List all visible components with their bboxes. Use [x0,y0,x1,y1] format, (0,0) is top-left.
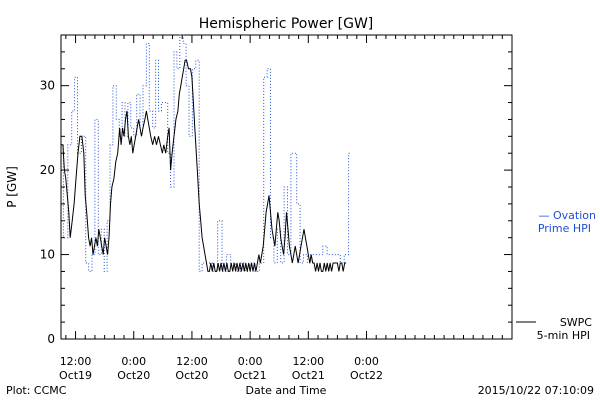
x-tick-label-time: 12:00 [176,355,208,368]
y-tick-label: 20 [40,163,55,177]
x-tick-label-date: Oct20 [175,369,208,382]
series-line-swpc-hpi [61,59,347,272]
x-tick-label-time: 0:00 [121,355,146,368]
plot-frame [60,34,513,340]
y-tick-label: 30 [40,79,55,93]
x-tick-label-time: 0:00 [238,355,263,368]
y-tick-label: 10 [40,248,55,262]
legend-ovation-line2: Prime HPI [538,222,591,235]
y-tick-label: 0 [47,332,55,346]
x-tick-label-date: Oct19 [59,369,92,382]
x-tick-label-time: 12:00 [292,355,324,368]
x-axis-ticks: 12:00Oct190:00Oct2012:00Oct200:00Oct2112… [59,35,513,382]
plot-timestamp: 2015/10/22 07:10:09 [478,384,594,397]
x-tick-label-time: 12:00 [60,355,92,368]
plot-credit: Plot: CCMC [6,384,67,397]
legend-ovation-line1: — Ovation [539,209,597,222]
legend-swpc-line2: 5-min HPI [537,329,590,342]
x-tick-label-date: Oct20 [117,369,150,382]
chart-title: Hemispheric Power [GW] [199,16,374,32]
legend-swpc-line1: SWPC [560,316,592,329]
y-axis-label: P [GW] [5,166,19,208]
x-tick-label-date: Oct21 [292,369,325,382]
x-tick-label-date: Oct22 [350,369,383,382]
x-tick-label-time: 0:00 [354,355,379,368]
x-axis-label: Date and Time [246,384,327,397]
y-axis-ticks: 0 10 20 30 [40,34,512,346]
x-tick-label-date: Oct21 [234,369,267,382]
series-line-ovation-prime-hpi [61,34,352,272]
